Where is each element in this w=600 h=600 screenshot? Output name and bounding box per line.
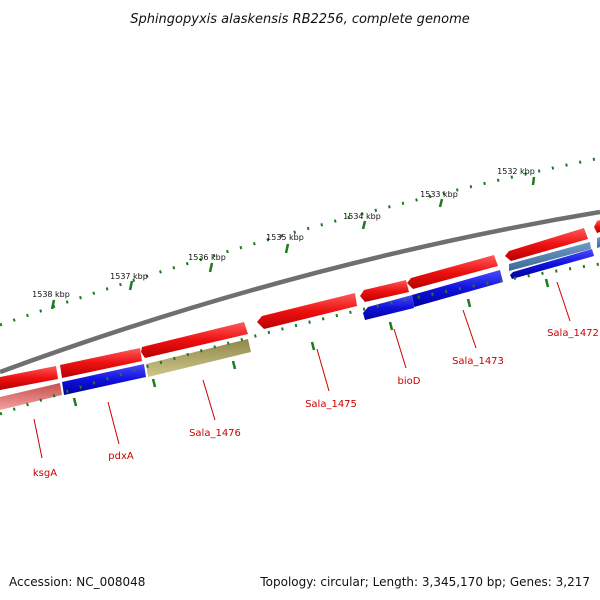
kbp-labels: 1532 kbp 1533 kbp 1534 kbp 1535 kbp 1536…: [32, 167, 535, 299]
gene-sala-1473-reverse: [412, 270, 503, 307]
inner-tick-ring: [0, 262, 600, 416]
gene-edge-reverse: [597, 237, 600, 248]
leader-ksgA: [33, 418, 43, 459]
gene-label-pdxA: pdxA: [108, 451, 134, 462]
kbp-label-1537: 1537 kbp: [110, 272, 148, 281]
gene-sala-1472-reverse-lower: [510, 249, 594, 279]
inner-major-tick-5: [388, 321, 394, 331]
leader-sala-1476: [202, 379, 216, 421]
gene-ksgA-forward: [0, 366, 58, 390]
major-tick-1538: [50, 299, 56, 310]
major-tick-1532: [531, 176, 536, 186]
leader-sala-1475: [316, 348, 330, 392]
inner-major-tick-7: [544, 278, 550, 288]
map-title: Sphingopyxis alaskensis RB2256, complete…: [130, 12, 470, 27]
gene-label-sala-1475: Sala_1475: [305, 399, 357, 410]
gene-sala-1472-forward: [505, 228, 588, 261]
gene-labels: ksgA pdxA Sala_1476 Sala_1475 bioD Sala_…: [33, 328, 599, 479]
inner-major-tick-2: [151, 378, 157, 388]
inner-major-tick-3: [231, 360, 237, 370]
gene-label-ksgA: ksgA: [33, 468, 57, 479]
leader-sala-1473: [462, 309, 477, 349]
genome-summary-text: Topology: circular; Length: 3,345,170 bp…: [259, 575, 590, 589]
leader-pdxA: [107, 401, 120, 445]
gene-leader-lines: [33, 281, 571, 459]
major-tick-1535: [284, 243, 290, 254]
gene-sala-1476-forward: [141, 322, 248, 358]
major-tick-1537: [128, 280, 134, 291]
gene-edge-forward: [594, 220, 600, 233]
kbp-label-1534: 1534 kbp: [343, 212, 381, 221]
inner-major-tick-4: [310, 341, 316, 351]
gene-label-sala-1472: Sala_1472: [547, 328, 599, 339]
accession-text: Accession: NC_008048: [9, 575, 145, 589]
leader-sala-1472: [556, 281, 571, 322]
gene-bioD-reverse: [363, 295, 414, 320]
outer-tick-ring: [0, 156, 600, 327]
inner-major-tick-6: [466, 298, 472, 308]
major-tick-1536: [208, 262, 214, 273]
gene-sala-1473-forward: [407, 255, 498, 289]
kbp-label-1538: 1538 kbp: [32, 290, 70, 299]
major-tick-1534: [361, 220, 367, 230]
major-tick-1533: [438, 198, 444, 208]
gene-sala-1472-reverse-upper: [509, 242, 591, 271]
kbp-label-1533: 1533 kbp: [420, 190, 458, 199]
gene-sala-1475: [257, 293, 357, 329]
gene-bioD-forward: [360, 280, 409, 302]
reverse-strand-track: [0, 237, 600, 410]
genome-backbone: [0, 209, 600, 375]
kbp-label-1535: 1535 kbp: [266, 233, 304, 242]
gene-label-sala-1473: Sala_1473: [452, 356, 504, 367]
kbp-label-1536: 1536 kbp: [188, 253, 226, 262]
inner-major-tick-1: [72, 397, 78, 407]
leader-bioD: [393, 328, 407, 369]
gene-label-bioD: bioD: [398, 376, 421, 387]
kbp-label-1532: 1532 kbp: [497, 167, 535, 176]
forward-strand-track: [0, 220, 600, 390]
gene-label-sala-1476: Sala_1476: [189, 428, 241, 439]
gene-pdxA-reverse: [62, 364, 146, 395]
gene-pdxA-forward: [60, 348, 142, 378]
gene-ksgA-reverse: [0, 383, 62, 410]
gene-sala-1476-reverse: [146, 339, 251, 377]
